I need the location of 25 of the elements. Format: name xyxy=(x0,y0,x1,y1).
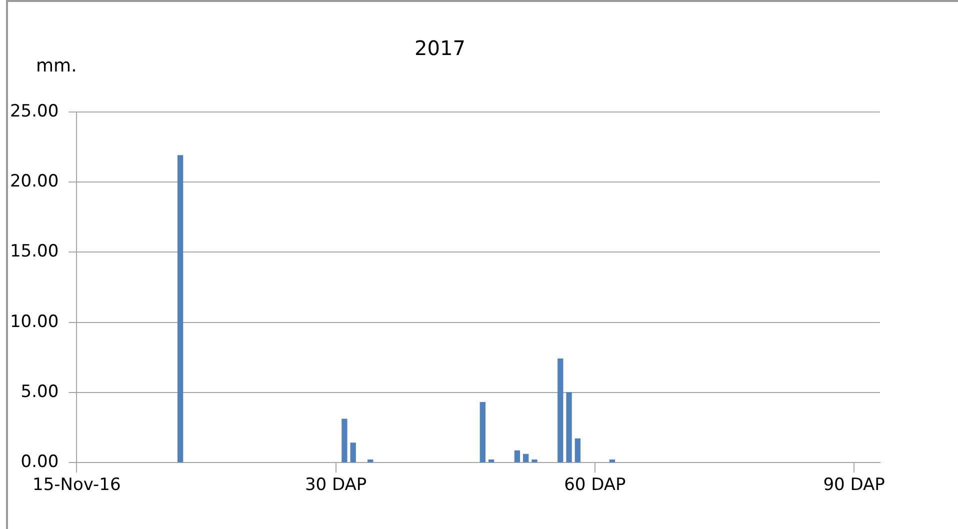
bar xyxy=(574,438,580,462)
x-tick-label: 60 DAP xyxy=(564,475,626,496)
bar xyxy=(342,418,348,462)
y-axis-title: mm. xyxy=(36,56,77,77)
bar xyxy=(566,392,572,462)
x-tick-label: 15-Nov-16 xyxy=(32,475,121,496)
y-tick-label: 5.00 xyxy=(20,382,59,402)
y-tick-label: 0.00 xyxy=(20,452,59,472)
bar xyxy=(177,155,184,462)
y-tick-label: 10.00 xyxy=(10,312,59,332)
x-tick-label: 90 DAP xyxy=(823,475,885,496)
y-tick-label: 25.00 xyxy=(10,101,59,122)
bar xyxy=(368,459,374,462)
bar xyxy=(480,402,486,462)
bar xyxy=(350,442,356,462)
y-tick-label: 15.00 xyxy=(10,242,59,262)
bar xyxy=(488,459,494,462)
bar xyxy=(514,450,520,462)
bar xyxy=(558,358,564,462)
bar xyxy=(532,459,538,462)
chart-title: 2017 xyxy=(414,36,466,60)
bar xyxy=(609,459,616,462)
x-tick-label: 30 DAP xyxy=(304,475,367,496)
bar xyxy=(523,454,529,462)
y-tick-label: 20.00 xyxy=(10,172,59,192)
